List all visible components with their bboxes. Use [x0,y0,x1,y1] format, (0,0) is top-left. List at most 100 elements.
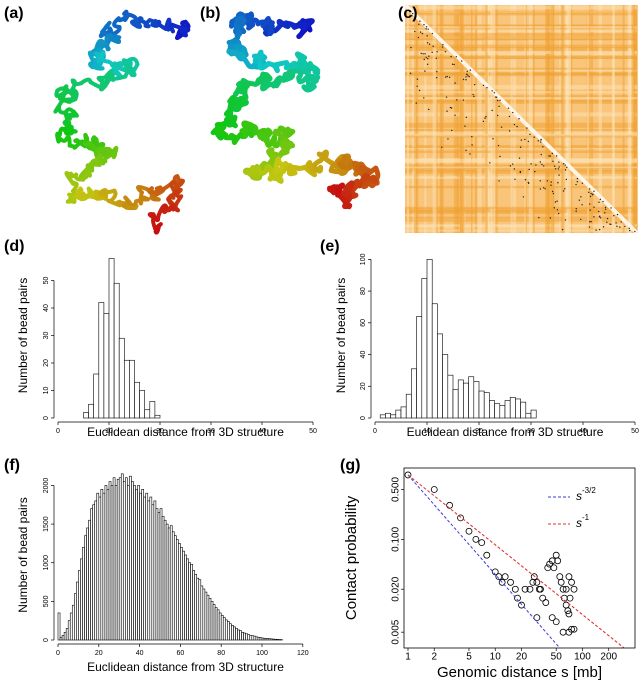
histogram-bar [218,612,222,641]
contact-map [403,3,639,235]
contact-dot [417,36,420,39]
histogram-bar [520,401,527,419]
contact-dot [508,130,511,132]
x-tick-label: 10 [490,652,502,663]
histogram-bar [385,412,391,419]
contact-dot [454,114,456,116]
histogram-bar [241,631,244,641]
contact-dot [446,75,448,78]
histogram-bar [63,631,67,641]
data-point [526,585,534,593]
contact-map-stripe [405,131,637,135]
contact-dot [589,203,591,205]
contact-map-stripe [590,5,594,233]
histogram-bar [204,591,208,641]
tube-segment [272,156,282,174]
contact-dot [482,84,485,87]
histogram-bar [120,473,124,641]
contact-dot [516,125,518,128]
contact-dot [472,93,474,96]
histogram-bar [98,302,105,419]
contact-dot [461,60,463,62]
contact-dot [424,53,426,55]
histogram-bar [233,626,236,641]
contact-dot [555,155,558,157]
histogram-bar [165,523,169,641]
contact-dot [420,52,422,55]
histogram-bar [118,337,125,419]
contact-dot [465,149,467,151]
histogram-bar [530,409,537,419]
panel-label: (d) [4,238,24,255]
x-tick-label: 50 [551,652,563,663]
histogram-bar [463,382,469,419]
contact-dot [578,199,581,201]
histogram-bar [431,303,438,419]
contact-dot [451,129,453,132]
contact-dot [466,73,468,76]
contact-dot [524,138,526,141]
histogram-bar [499,405,506,419]
contact-dot [600,217,602,219]
contact-map-stripe [627,5,632,233]
contact-dot [558,174,560,176]
histogram-bar [104,485,108,641]
contact-map-stripe [622,5,625,233]
data-point [564,607,572,615]
structure-rendering [53,9,191,235]
contact-dot [538,216,540,219]
histogram-bar [61,635,65,641]
histogram-bar [198,579,202,641]
contact-dot [529,133,531,136]
histogram-bar [457,379,464,419]
contact-dot [557,212,560,215]
histogram-bar [157,512,161,641]
histogram-bar [416,316,423,419]
histogram-bar [78,570,81,641]
histogram-bar [478,390,485,419]
contact-dot [590,220,592,223]
contact-dot [593,216,595,218]
histogram-bar [100,489,104,641]
contact-map-stripe [405,97,637,100]
contact-dot [453,63,455,66]
contact-dot [509,165,512,167]
contact-map-stripe [405,122,637,128]
histogram-bar [176,539,179,641]
contact-map-stripe [490,5,494,233]
structure-rendering [210,11,381,210]
contact-dot [419,20,421,22]
histogram-bar [426,259,433,419]
data-point [552,618,560,626]
contact-dot [411,12,414,15]
contact-dot [482,120,485,123]
histogram-bar [127,485,130,641]
x-tick-label: 10 [423,428,431,435]
histogram-bar [235,628,238,641]
contact-map-stripe [405,100,637,103]
contact-dot [451,63,454,65]
data-point [472,535,480,543]
contact-dot [604,208,607,210]
contact-dot [543,165,545,167]
contact-dot [564,188,566,190]
histogram-bar [82,546,85,641]
histogram-bar [239,630,242,641]
histogram-bar [222,617,226,641]
contact-dot [416,85,418,87]
contact-dot [497,144,500,147]
histogram-bar [102,492,106,641]
contact-dot [498,105,500,108]
contact-dot [426,42,429,44]
contact-map-stripe [424,5,427,233]
x-tick-label: 1 [405,652,411,663]
histogram-bar [153,500,157,641]
contact-dot [576,181,579,183]
contact-map-stripe [414,5,419,233]
contact-dot [422,53,424,55]
contact-dot [580,196,582,198]
histogram-bar [212,604,216,641]
data-point [562,585,570,593]
contact-dot [527,140,530,143]
contact-map-stripe [440,5,443,233]
